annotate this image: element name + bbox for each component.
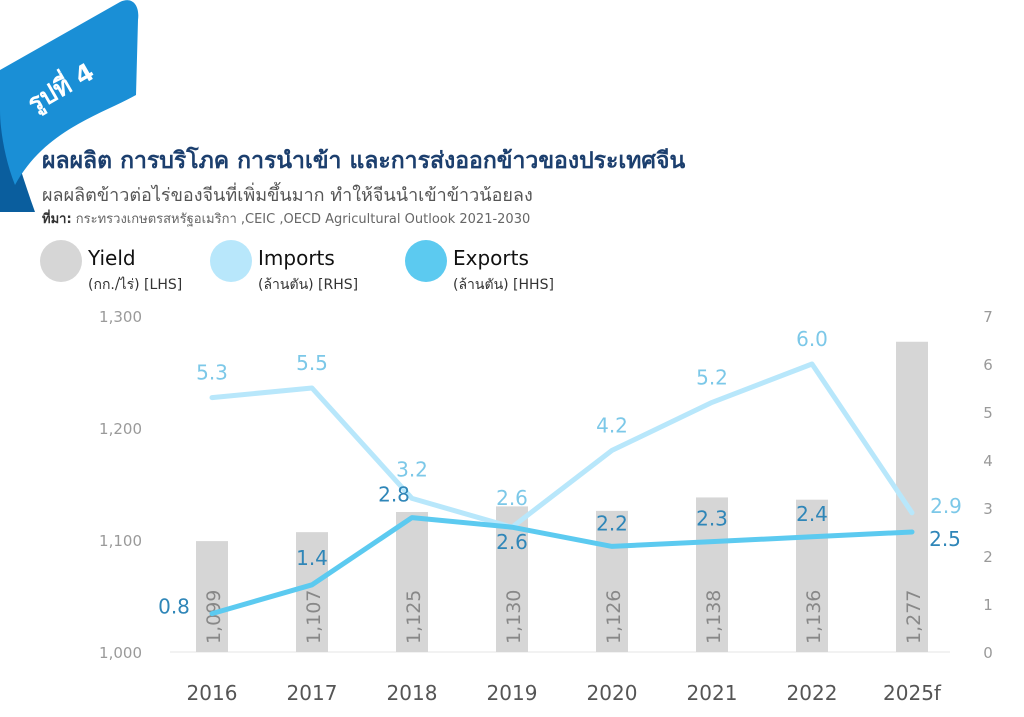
- yield-bar: [296, 532, 328, 652]
- exports-data-label: 0.8: [158, 595, 190, 619]
- imports-data-label: 2.9: [930, 494, 962, 518]
- exports-data-label: 2.2: [596, 511, 628, 535]
- yield-bar-label: 1,130: [503, 590, 525, 644]
- imports-data-label: 5.5: [296, 351, 328, 375]
- exports-data-label: 2.3: [696, 507, 728, 531]
- legend-name: Exports: [453, 246, 529, 270]
- figure-badge-ribbon: รูปที่ 4: [0, 0, 139, 212]
- left-axis-tick-label: 1,200: [99, 420, 142, 438]
- ribbon-body: [0, 0, 139, 185]
- imports-data-label: 2.6: [496, 486, 528, 510]
- x-axis-category-label: 2019: [487, 681, 538, 705]
- yield-bar: [396, 512, 428, 652]
- ribbon-shadow: [0, 100, 35, 212]
- source-text: กระทรวงเกษตรสหรัฐอเมริกา ,CEIC ,OECD Agr…: [71, 212, 531, 227]
- imports-line: [209, 361, 915, 530]
- chart-title: ผลผลิต การบริโภค การนำเข้า และการส่งออกข…: [42, 148, 686, 174]
- chart-source: ที่มา: กระทรวงเกษตรสหรัฐอเมริกา ,CEIC ,O…: [42, 208, 530, 229]
- imports-data-label: 6.0: [796, 327, 828, 351]
- source-label: ที่มา:: [42, 212, 72, 227]
- right-axis-tick-label: 2: [983, 548, 993, 566]
- yield-bar-label: 1,125: [403, 590, 425, 644]
- x-axis-category-label: 2021: [687, 681, 738, 705]
- light-blue-circle-icon: [210, 240, 252, 282]
- x-axis-category-label: 2025f: [883, 681, 942, 705]
- blue-circle-icon: [405, 240, 447, 282]
- yield-bar-label: 1,138: [703, 590, 725, 644]
- imports-data-label: 5.3: [196, 361, 228, 385]
- right-axis-tick-label: 5: [983, 404, 993, 422]
- yield-bar-label: 1,099: [203, 590, 225, 644]
- imports-data-label: 3.2: [396, 457, 428, 481]
- yield-bar: [596, 510, 628, 652]
- legend-name: Imports: [258, 246, 335, 270]
- yield-bar-label: 1,126: [603, 590, 625, 644]
- yield-bar-label: 1,277: [903, 590, 925, 644]
- right-axis-tick-label: 4: [983, 452, 993, 470]
- x-axis-category-label: 2017: [287, 681, 338, 705]
- chart-subtitle: ผลผลิตข้าวต่อไร่ของจีนที่เพิ่มขึ้นมาก ทำ…: [42, 185, 533, 206]
- left-axis-tick-label: 1,300: [99, 308, 142, 326]
- legend-name: Yield: [88, 246, 136, 270]
- legend-unit: (ล้านตัน) [HHS]: [453, 277, 554, 293]
- exports-data-label: 2.8: [378, 483, 410, 507]
- right-axis-tick-label: 1: [983, 596, 993, 614]
- x-axis-category-label: 2016: [187, 681, 238, 705]
- exports-line: [209, 515, 915, 617]
- yield-bar-label: 1,136: [803, 590, 825, 644]
- x-axis-category-label: 2022: [787, 681, 838, 705]
- x-axis-category-label: 2020: [587, 681, 638, 705]
- yield-bar: [196, 541, 228, 652]
- right-axis-tick-label: 7: [983, 308, 993, 326]
- left-axis-tick-label: 1,000: [99, 644, 142, 662]
- yield-bar: [696, 497, 728, 652]
- gray-circle-icon: [40, 240, 82, 282]
- legend-unit: (ล้านตัน) [RHS]: [258, 277, 359, 293]
- x-axis-category-label: 2018: [387, 681, 438, 705]
- yield-bar-label: 1,107: [303, 590, 325, 644]
- legend-unit: (กก./ไร่) [LHS]: [88, 277, 183, 293]
- right-axis-tick-label: 0: [983, 644, 993, 662]
- imports-data-label: 5.2: [696, 365, 728, 389]
- right-axis-tick-label: 6: [983, 356, 993, 374]
- exports-data-label: 2.6: [496, 530, 528, 554]
- right-axis-tick-label: 3: [983, 500, 993, 518]
- yield-bar: [796, 499, 828, 652]
- left-axis-tick-label: 1,100: [99, 532, 142, 550]
- exports-data-label: 2.5: [929, 527, 961, 551]
- imports-data-label: 4.2: [596, 413, 628, 437]
- exports-data-label: 2.4: [796, 502, 828, 526]
- exports-data-label: 1.4: [296, 546, 328, 570]
